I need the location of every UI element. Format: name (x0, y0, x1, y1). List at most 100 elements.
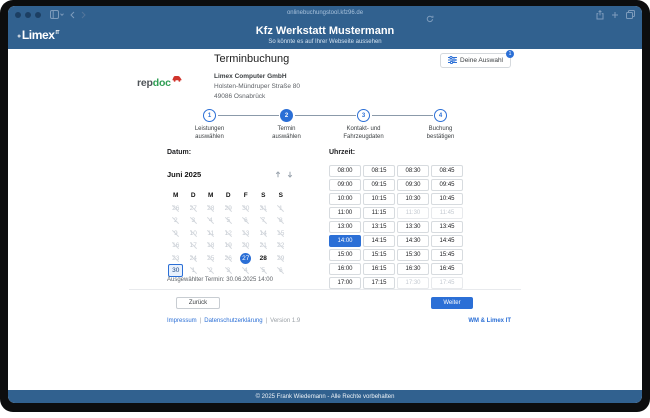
step-circle-3[interactable]: 3 (357, 109, 370, 122)
tab-overview-icon[interactable] (626, 10, 635, 19)
time-slot-11:30: 11:30 (397, 207, 429, 219)
selected-appointment-label: Ausgewählter Termin: (167, 277, 225, 283)
time-slot-15:45[interactable]: 15:45 (431, 249, 463, 261)
time-slot-16:45[interactable]: 16:45 (431, 263, 463, 275)
repdoc-doc-text: doc (152, 77, 171, 89)
time-slot-13:30[interactable]: 13:30 (397, 221, 429, 233)
time-slot-08:15[interactable]: 08:15 (363, 165, 395, 177)
time-slot-10:00[interactable]: 10:00 (329, 193, 361, 205)
time-slot-10:45[interactable]: 10:45 (431, 193, 463, 205)
calendar-day-19: 19 (220, 240, 238, 251)
url-text: onlinebuchungstool.kfz96.de (286, 10, 364, 16)
time-slot-13:15[interactable]: 13:15 (363, 221, 395, 233)
time-slot-13:45[interactable]: 13:45 (431, 221, 463, 233)
logo-sup: IT (55, 30, 60, 36)
prev-month-button[interactable] (275, 165, 281, 183)
time-slot-15:15[interactable]: 15:15 (363, 249, 395, 261)
calendar-day-20: 20 (237, 240, 255, 251)
time-slot-08:45[interactable]: 08:45 (431, 165, 463, 177)
weekday-label: M (208, 192, 214, 199)
content-area: repdoc Terminbuchung Limex Computer GmbH… (8, 49, 642, 390)
calendar-day-3: 3 (220, 265, 238, 276)
divider (129, 289, 521, 290)
impressum-link[interactable]: Impressum (167, 318, 197, 324)
traffic-lights (15, 11, 41, 18)
calendar-day-28: 28 (202, 203, 220, 214)
calendar-nav (275, 165, 293, 183)
calendar-day-17: 17 (185, 240, 203, 251)
browser-window: onlinebuchungstool.kfz96.de LimexIT Kfz … (8, 6, 642, 403)
time-slot-14:30[interactable]: 14:30 (397, 235, 429, 247)
page-title: Terminbuchung (214, 53, 290, 65)
site-header: LimexIT Kfz Werkstatt Mustermann So könn… (8, 23, 642, 49)
time-slot-09:00[interactable]: 09:00 (329, 179, 361, 191)
time-slot-16:15[interactable]: 16:15 (363, 263, 395, 275)
step-circle-1[interactable]: 1 (203, 109, 216, 122)
back-button[interactable] (70, 11, 75, 19)
repdoc-rep-text: rep (137, 77, 153, 89)
time-slot-08:30[interactable]: 08:30 (397, 165, 429, 177)
time-slot-10:15[interactable]: 10:15 (363, 193, 395, 205)
time-slot-16:00[interactable]: 16:00 (329, 263, 361, 275)
time-slot-14:00[interactable]: 14:00 (329, 235, 361, 247)
minimize-window-button[interactable] (25, 11, 31, 18)
time-slot-14:45[interactable]: 14:45 (431, 235, 463, 247)
selected-appointment-value: 30.06.2025 14:00 (226, 277, 273, 283)
time-slot-09:30[interactable]: 09:30 (397, 179, 429, 191)
copyright-bar: © 2025 Frank Wiedemann - Alle Rechte vor… (8, 390, 642, 403)
calendar-day-12: 12 (220, 228, 238, 239)
calendar-day-28[interactable]: 28 (259, 254, 267, 262)
calendar-day-26: 26 (167, 203, 185, 214)
reload-icon[interactable] (426, 10, 434, 28)
time-slot-11:45: 11:45 (431, 207, 463, 219)
time-slot-15:00[interactable]: 15:00 (329, 249, 361, 261)
next-month-button[interactable] (287, 165, 293, 183)
calendar-day-3: 3 (185, 215, 203, 226)
time-slot-11:15[interactable]: 11:15 (363, 207, 395, 219)
repdoc-logo: repdoc (137, 73, 182, 89)
calendar-day-8: 8 (272, 215, 290, 226)
close-window-button[interactable] (15, 11, 21, 18)
time-slot-08:00[interactable]: 08:00 (329, 165, 361, 177)
step-circle-4[interactable]: 4 (434, 109, 447, 122)
datenschutz-link[interactable]: Datenschutzerklärung (204, 318, 263, 324)
time-slot-11:00[interactable]: 11:00 (329, 207, 361, 219)
chrome-actions (596, 9, 635, 20)
time-slot-17:15[interactable]: 17:15 (363, 277, 395, 289)
address-bar[interactable]: onlinebuchungstool.kfz96.de (287, 10, 363, 16)
calendar-day-2: 2 (167, 215, 185, 226)
wm-limex-link[interactable]: WM & Limex IT (468, 318, 511, 324)
selection-button[interactable]: Deine Auswahl 1 (440, 50, 514, 68)
calendar-day-2: 2 (202, 265, 220, 276)
calendar-day-30[interactable]: 30 (167, 264, 185, 277)
time-slot-09:15[interactable]: 09:15 (363, 179, 395, 191)
calendar-month-label: Juni 2025 (167, 169, 202, 179)
date-section: Datum: Juni 2025 M D M D F S S 26 27 28 29 30 31 1 2 3 4… (167, 149, 293, 277)
calendar-header: Juni 2025 (167, 165, 293, 183)
time-slot-17:00[interactable]: 17:00 (329, 277, 361, 289)
step-circle-2[interactable]: 2 (280, 109, 293, 122)
fullscreen-window-button[interactable] (35, 11, 41, 18)
sidebar-icon[interactable] (50, 10, 64, 19)
time-slot-17:30: 17:30 (397, 277, 429, 289)
step-4: 4 Buchung bestätigen (371, 109, 479, 142)
time-slot-14:15[interactable]: 14:15 (363, 235, 395, 247)
time-slot-15:30[interactable]: 15:30 (397, 249, 429, 261)
weekday-label: F (243, 192, 248, 199)
calendar-day-9: 9 (167, 228, 185, 239)
selection-count-badge: 1 (506, 50, 514, 58)
forward-button[interactable] (81, 11, 86, 19)
calendar-day-27[interactable]: 27 (240, 252, 252, 264)
back-step-button[interactable]: Zurück (176, 297, 220, 309)
time-slot-16:30[interactable]: 16:30 (397, 263, 429, 275)
next-step-button[interactable]: Weiter (431, 297, 473, 309)
limex-logo: LimexIT (17, 28, 60, 42)
new-tab-button[interactable] (611, 11, 619, 19)
time-slot-09:45[interactable]: 09:45 (431, 179, 463, 191)
share-icon[interactable] (596, 9, 604, 20)
step-label: Buchung bestätigen (426, 126, 455, 141)
date-label: Datum: (167, 149, 192, 156)
company-name: Limex Computer GmbH (214, 73, 287, 80)
time-slot-10:30[interactable]: 10:30 (397, 193, 429, 205)
time-slot-13:00[interactable]: 13:00 (329, 221, 361, 233)
